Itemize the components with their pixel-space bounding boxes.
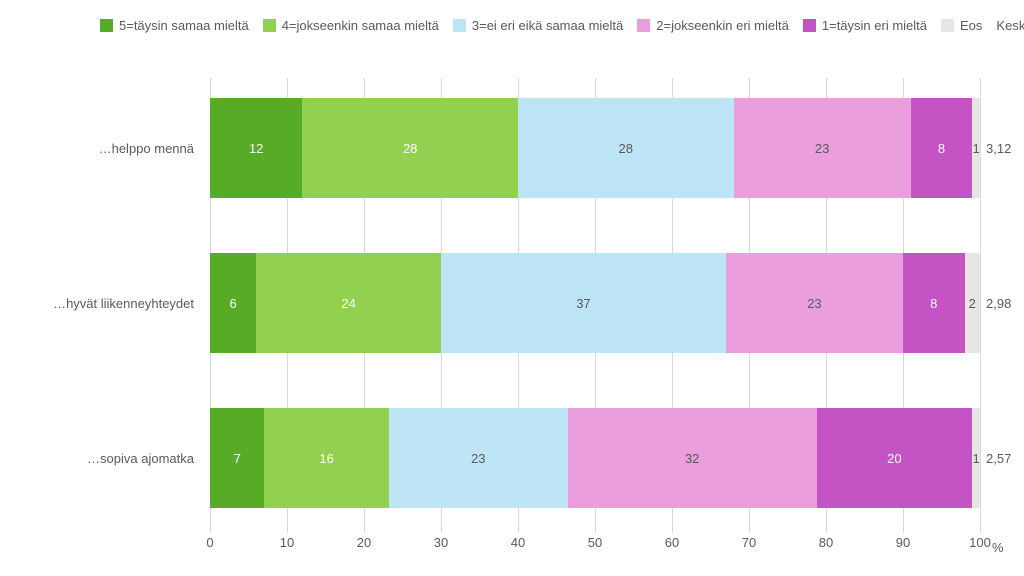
bar-segment-value: 6 bbox=[229, 296, 236, 311]
legend-swatch-v3 bbox=[453, 19, 466, 32]
gridline bbox=[980, 78, 981, 533]
legend-item-v5: 5=täysin samaa mieltä bbox=[100, 18, 249, 33]
legend-swatch-v5 bbox=[100, 19, 113, 32]
legend-label-v2: 2=jokseenkin eri mieltä bbox=[656, 18, 789, 33]
bar-segment-value: 23 bbox=[807, 296, 821, 311]
stacked-bar-chart: { "chart": { "type": "stacked-bar-horizo… bbox=[0, 0, 1024, 576]
legend-swatch-v1 bbox=[803, 19, 816, 32]
legend-item-eos: Eos bbox=[941, 18, 982, 33]
bar-segment-value: 8 bbox=[930, 296, 937, 311]
x-tick: 90 bbox=[896, 535, 910, 550]
bar-row: 71623322012,57 bbox=[210, 408, 980, 508]
stacked-bar: 6 24 37 23 8 2 bbox=[210, 253, 980, 353]
bar-segment-v4: 16 bbox=[264, 408, 388, 508]
x-tick: 50 bbox=[588, 535, 602, 550]
legend-label-v3: 3=ei eri eikä samaa mieltä bbox=[472, 18, 623, 33]
bar-segment-value: 7 bbox=[234, 451, 241, 466]
legend: 5=täysin samaa mieltä 4=jokseenkin samaa … bbox=[100, 10, 1004, 40]
legend-swatch-v2 bbox=[637, 19, 650, 32]
legend-item-v2: 2=jokseenkin eri mieltä bbox=[637, 18, 789, 33]
x-tick: 20 bbox=[357, 535, 371, 550]
category-labels: …helppo mennä …hyvät liikenneyhteydet …sop… bbox=[0, 78, 200, 533]
legend-label-v1: 1=täysin eri mieltä bbox=[822, 18, 927, 33]
bar-segment-v1: 8 bbox=[903, 253, 965, 353]
x-tick: 0 bbox=[206, 535, 213, 550]
bar-segment-v4: 28 bbox=[302, 98, 518, 198]
bar-segment-eos: 1 bbox=[972, 98, 980, 198]
legend-label-avg: Keskiarvo bbox=[996, 18, 1024, 33]
x-tick: 10 bbox=[280, 535, 294, 550]
row-average: 2,57 bbox=[986, 408, 1011, 508]
plot-area: 0102030405060708090100 % 12282823813,126… bbox=[210, 78, 980, 533]
bar-segment-value: 8 bbox=[938, 141, 945, 156]
bar-segment-value: 32 bbox=[685, 451, 699, 466]
bar-segment-eos: 2 bbox=[965, 253, 980, 353]
stacked-bar: 12 28 28 23 8 1 bbox=[210, 98, 980, 198]
legend-item-v3: 3=ei eri eikä samaa mieltä bbox=[453, 18, 623, 33]
bar-segment-value: 16 bbox=[319, 451, 333, 466]
bar-segment-v3: 37 bbox=[441, 253, 726, 353]
bar-segment-v5: 6 bbox=[210, 253, 256, 353]
legend-swatch-eos bbox=[941, 19, 954, 32]
x-tick: 80 bbox=[819, 535, 833, 550]
bar-segment-v3: 28 bbox=[518, 98, 734, 198]
bar-segment-eos: 1 bbox=[972, 408, 980, 508]
stacked-bar: 7 16 23 32 20 1 bbox=[210, 408, 980, 508]
legend-item-v4: 4=jokseenkin samaa mieltä bbox=[263, 18, 439, 33]
bar-segment-v5: 12 bbox=[210, 98, 302, 198]
bar-segment-v5: 7 bbox=[210, 408, 264, 508]
bar-segment-v2: 23 bbox=[726, 253, 903, 353]
x-axis-ticks: 0102030405060708090100 bbox=[210, 535, 980, 555]
x-axis-unit: % bbox=[992, 540, 1004, 555]
row-average: 3,12 bbox=[986, 98, 1011, 198]
bar-segment-value: 1 bbox=[972, 141, 979, 156]
bar-segment-value: 24 bbox=[341, 296, 355, 311]
legend-item-avg: Keskiarvo bbox=[996, 18, 1024, 33]
row-average: 2,98 bbox=[986, 253, 1011, 353]
legend-label-v5: 5=täysin samaa mieltä bbox=[119, 18, 249, 33]
bar-segment-value: 2 bbox=[969, 296, 976, 311]
x-tick: 100 bbox=[969, 535, 991, 550]
legend-label-v4: 4=jokseenkin samaa mieltä bbox=[282, 18, 439, 33]
legend-item-v1: 1=täysin eri mieltä bbox=[803, 18, 927, 33]
bar-segment-value: 1 bbox=[972, 451, 979, 466]
category-label: …sopiva ajomatka bbox=[0, 408, 194, 508]
x-tick: 40 bbox=[511, 535, 525, 550]
category-label: …helppo mennä bbox=[0, 98, 194, 198]
bar-segment-value: 12 bbox=[249, 141, 263, 156]
category-label: …hyvät liikenneyhteydet bbox=[0, 253, 194, 353]
bar-row: 6243723822,98 bbox=[210, 253, 980, 353]
x-tick: 30 bbox=[434, 535, 448, 550]
legend-swatch-v4 bbox=[263, 19, 276, 32]
legend-label-eos: Eos bbox=[960, 18, 982, 33]
bar-segment-v4: 24 bbox=[256, 253, 441, 353]
bar-segment-value: 37 bbox=[576, 296, 590, 311]
bar-segment-value: 20 bbox=[887, 451, 901, 466]
x-tick: 60 bbox=[665, 535, 679, 550]
bar-segment-value: 23 bbox=[815, 141, 829, 156]
bar-row: 12282823813,12 bbox=[210, 98, 980, 198]
bar-segment-v1: 20 bbox=[817, 408, 973, 508]
bar-segment-value: 23 bbox=[471, 451, 485, 466]
bar-segment-v2: 23 bbox=[734, 98, 911, 198]
bar-segment-v3: 23 bbox=[389, 408, 568, 508]
bar-segment-value: 28 bbox=[619, 141, 633, 156]
bar-segment-value: 28 bbox=[403, 141, 417, 156]
bar-segment-v2: 32 bbox=[568, 408, 817, 508]
bar-segment-v1: 8 bbox=[911, 98, 973, 198]
x-tick: 70 bbox=[742, 535, 756, 550]
